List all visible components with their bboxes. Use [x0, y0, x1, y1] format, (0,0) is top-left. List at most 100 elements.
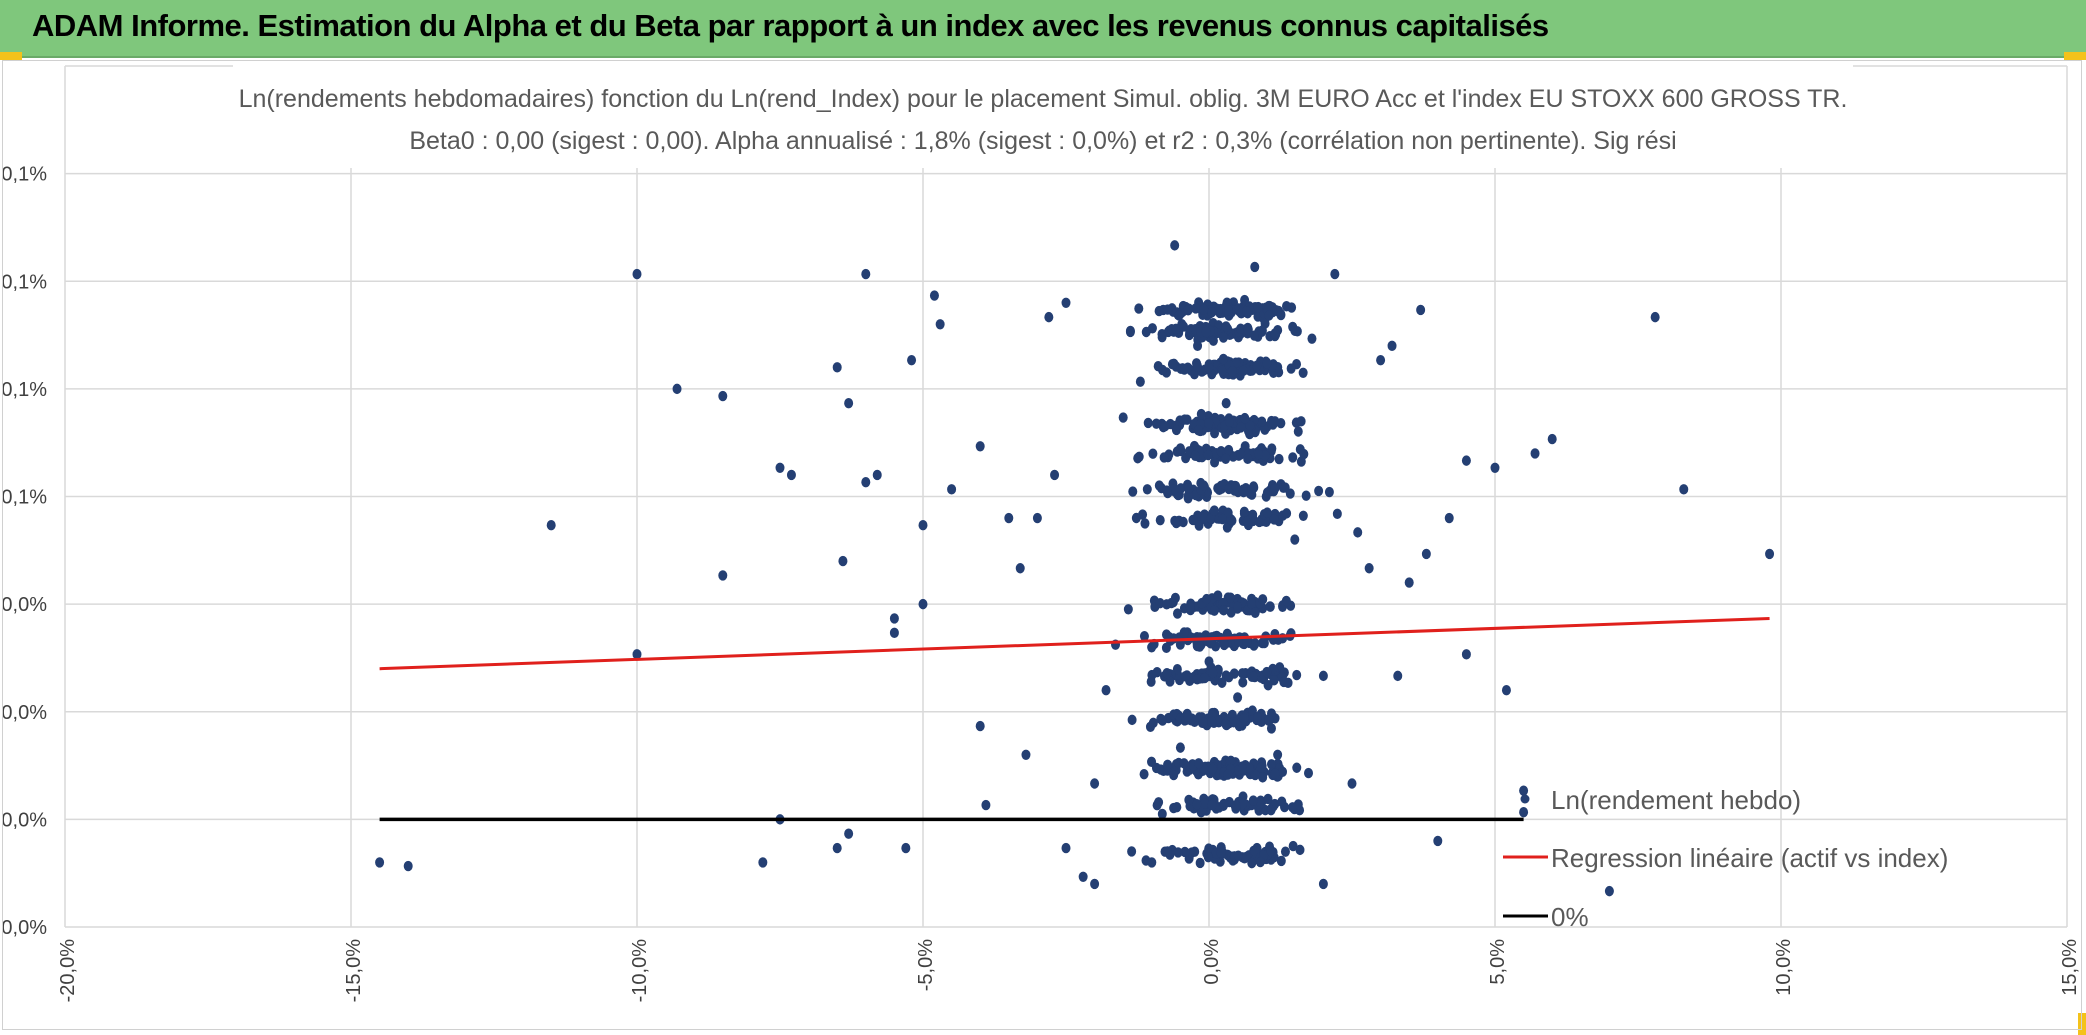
data-point: [1127, 714, 1137, 726]
data-point: [1231, 481, 1241, 492]
data-point: [1155, 514, 1165, 526]
data-point: [1179, 758, 1189, 769]
data-point: [1190, 450, 1200, 461]
data-point: [1248, 671, 1258, 682]
data-point: [632, 268, 642, 280]
data-point: [1307, 333, 1317, 344]
data-point: [1140, 518, 1150, 529]
data-point: [1169, 769, 1179, 781]
data-point: [1143, 417, 1153, 429]
data-point: [1318, 670, 1328, 682]
data-point: [1163, 304, 1173, 315]
data-point: [1208, 763, 1218, 774]
data-point: [1292, 762, 1302, 773]
data-point: [1146, 676, 1156, 687]
data-point: [1199, 304, 1209, 315]
data-point: [1233, 850, 1243, 861]
data-point: [1183, 305, 1193, 316]
data-point: [1178, 516, 1188, 528]
data-point: [1015, 563, 1025, 574]
data-point: [1162, 667, 1172, 679]
data-point: [1324, 486, 1334, 498]
data-point: [1224, 444, 1234, 456]
data-point: [1090, 878, 1100, 890]
data-point: [1288, 452, 1298, 463]
data-point: [1169, 483, 1179, 495]
data-point: [718, 390, 728, 402]
data-point: [1192, 798, 1202, 810]
data-point: [1189, 514, 1199, 526]
data-point: [1185, 601, 1195, 613]
data-point: [1176, 483, 1186, 494]
data-point: [1223, 507, 1233, 518]
data-point: [1131, 512, 1141, 524]
data-point: [1290, 534, 1300, 545]
data-point: [1118, 412, 1128, 423]
data-point: [1650, 311, 1660, 323]
data-point: [1123, 604, 1133, 615]
data-point: [975, 720, 985, 732]
data-point: [1167, 359, 1177, 370]
data-point: [1266, 845, 1276, 857]
data-point: [1148, 717, 1158, 729]
data-point: [1217, 513, 1227, 525]
data-point: [1298, 510, 1308, 521]
data-point: [1277, 796, 1287, 807]
data-point: [1179, 321, 1189, 332]
data-point: [844, 398, 854, 409]
data-point: [1172, 608, 1182, 619]
data-point: [832, 842, 842, 854]
data-point: [1240, 412, 1250, 424]
data-point: [861, 268, 871, 280]
data-point: [929, 290, 939, 301]
data-point: [1133, 453, 1143, 464]
data-point: [1134, 303, 1144, 314]
data-point: [1278, 766, 1288, 778]
data-point: [1281, 595, 1291, 607]
data-point: [1223, 769, 1233, 780]
data-point: [1249, 640, 1259, 651]
data-point: [1078, 871, 1088, 882]
data-point: [1216, 847, 1226, 858]
data-point: [1253, 301, 1263, 313]
data-point: [1404, 577, 1414, 588]
data-point: [1044, 311, 1054, 323]
data-point: [1206, 638, 1216, 649]
data-point: [1154, 797, 1164, 808]
data-point: [1170, 240, 1180, 251]
data-point: [1254, 448, 1264, 460]
data-point: [975, 441, 985, 452]
data-point: [1173, 847, 1183, 858]
data-point: [1221, 321, 1231, 332]
y-tick-label: 0,0%: [3, 809, 47, 831]
data-point: [1209, 605, 1219, 616]
data-point: [1245, 420, 1255, 431]
data-point: [1163, 759, 1173, 771]
data-point: [1204, 418, 1214, 429]
x-tick-label: -15,0%: [343, 939, 365, 1003]
chart-subtitle: Beta0 : 0,00 (sigest : 0,00). Alpha annu…: [409, 127, 1676, 155]
data-point: [1292, 669, 1302, 681]
legend-label-points: Ln(rendement hebdo): [1551, 785, 1801, 815]
data-point: [1090, 778, 1100, 789]
x-tick-label: 15,0%: [2059, 939, 2081, 996]
data-point: [1347, 778, 1357, 789]
data-point: [1179, 627, 1189, 638]
data-point: [1195, 641, 1205, 652]
data-point: [1221, 453, 1231, 464]
data-point: [1250, 769, 1260, 781]
data-point: [1269, 514, 1279, 525]
report-title: ADAM Informe. Estimation du Alpha et du …: [32, 8, 1549, 43]
data-point: [1298, 367, 1308, 378]
data-point: [1184, 794, 1194, 806]
data-point: [1128, 486, 1138, 497]
data-point: [1238, 365, 1248, 377]
data-point: [1282, 508, 1292, 519]
data-point: [1127, 846, 1137, 857]
x-tick-label: 10,0%: [1773, 939, 1795, 996]
data-point: [1269, 417, 1279, 428]
data-point: [1250, 261, 1260, 273]
y-tick-label: 0,1%: [3, 379, 47, 401]
report-header: ADAM Informe. Estimation du Alpha et du …: [0, 0, 2086, 58]
data-point: [1159, 452, 1169, 463]
